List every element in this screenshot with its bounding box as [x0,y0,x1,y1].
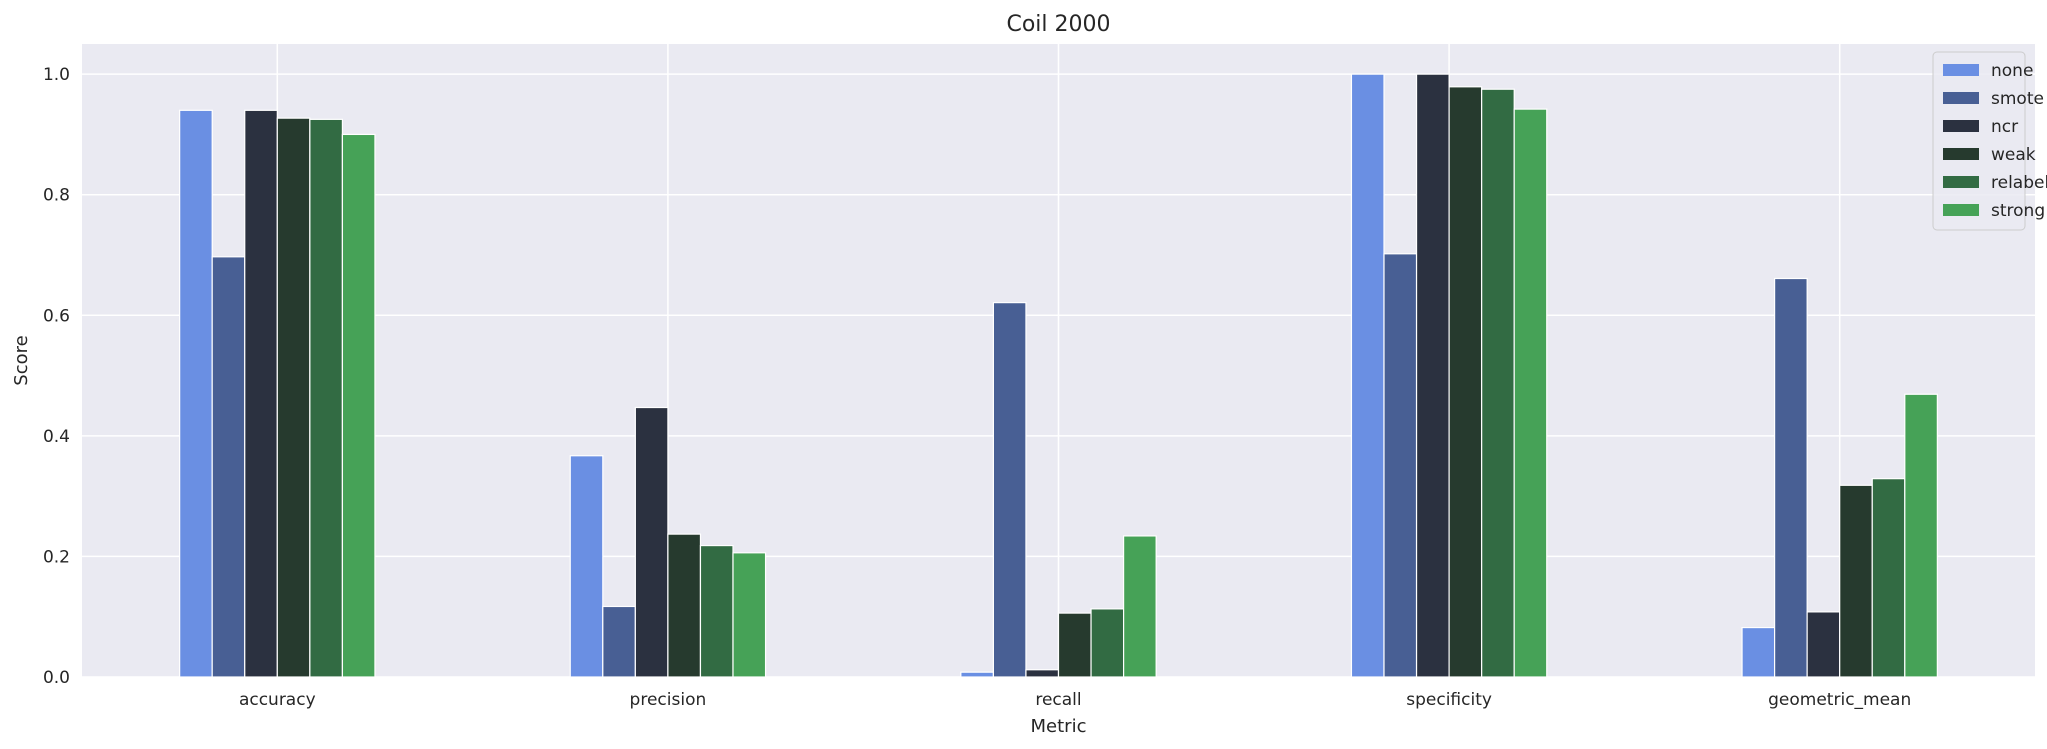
bar-none-geometric_mean [1741,626,1776,678]
y-axis-ticks: 0.0 0.2 0.4 0.6 0.8 1.0 [43,65,70,688]
legend-label-strong: strong [1991,201,2045,221]
bar-ncr-precision [634,406,669,678]
bar-relabel-recall [1090,608,1125,678]
x-tick-label: recall [1035,690,1081,710]
bar-relabel-precision [699,544,734,678]
bar-none-recall [960,671,994,678]
bar-smote-geometric_mean [1773,277,1808,678]
bar-ncr-recall [1025,669,1060,678]
x-tick-label: geometric_mean [1768,690,1911,710]
bar-weak-accuracy [276,117,311,678]
bar-relabel-accuracy [309,118,344,678]
legend-label-ncr: ncr [1991,117,2018,137]
bar-strong-precision [732,552,767,678]
bar-strong-geometric_mean [1904,393,1938,678]
x-tick-label: precision [630,690,707,710]
bar-smote-accuracy [211,256,246,678]
legend-swatch-relabel [1943,176,1979,188]
bar-smote-precision [602,605,636,678]
bar-relabel-geometric_mean [1871,478,1906,678]
chart-title: Coil 2000 [1006,12,1110,37]
legend-label-relabel: relabel [1991,173,2047,193]
bar-ncr-geometric_mean [1806,611,1841,678]
bar-strong-accuracy [341,133,376,678]
y-tick-label: 1.0 [43,65,70,85]
legend-swatch-none [1943,64,1979,76]
bar-none-specificity [1350,73,1385,678]
y-tick-label: 0.6 [43,306,70,326]
bar-strong-specificity [1513,108,1548,678]
bar-weak-geometric_mean [1839,484,1873,678]
x-axis-label: Metric [1031,716,1087,737]
y-axis-label: Score [11,335,32,385]
bars [179,73,1938,678]
x-tick-label: specificity [1406,690,1492,710]
bar-weak-precision [667,533,702,678]
y-tick-label: 0.8 [43,186,70,206]
bar-ncr-accuracy [244,109,278,678]
y-tick-label: 0.2 [43,547,70,567]
bar-strong-recall [1122,535,1157,678]
bar-weak-specificity [1448,86,1483,678]
y-tick-label: 0.4 [43,427,70,447]
legend-swatch-ncr [1943,120,1979,132]
x-tick-label: accuracy [239,690,316,710]
bar-smote-specificity [1383,253,1418,678]
bar-none-precision [569,455,604,678]
legend-label-none: none [1991,61,2033,81]
y-tick-label: 0.0 [43,668,70,688]
x-axis-ticks: accuracy precision recall specificity geomet… [239,690,1911,710]
bar-weak-recall [1057,612,1092,678]
legend-label-smote: smote [1991,89,2044,109]
bar-ncr-specificity [1415,73,1450,678]
legend-swatch-smote [1943,92,1979,104]
bar-relabel-specificity [1481,88,1515,678]
legend-swatch-weak [1943,148,1979,160]
bar-none-accuracy [179,109,213,678]
legend: none smote ncr weak relabel strong [1932,51,2047,231]
bar-smote-recall [992,302,1027,678]
legend-swatch-strong [1943,204,1979,216]
legend-label-weak: weak [1991,145,2036,165]
